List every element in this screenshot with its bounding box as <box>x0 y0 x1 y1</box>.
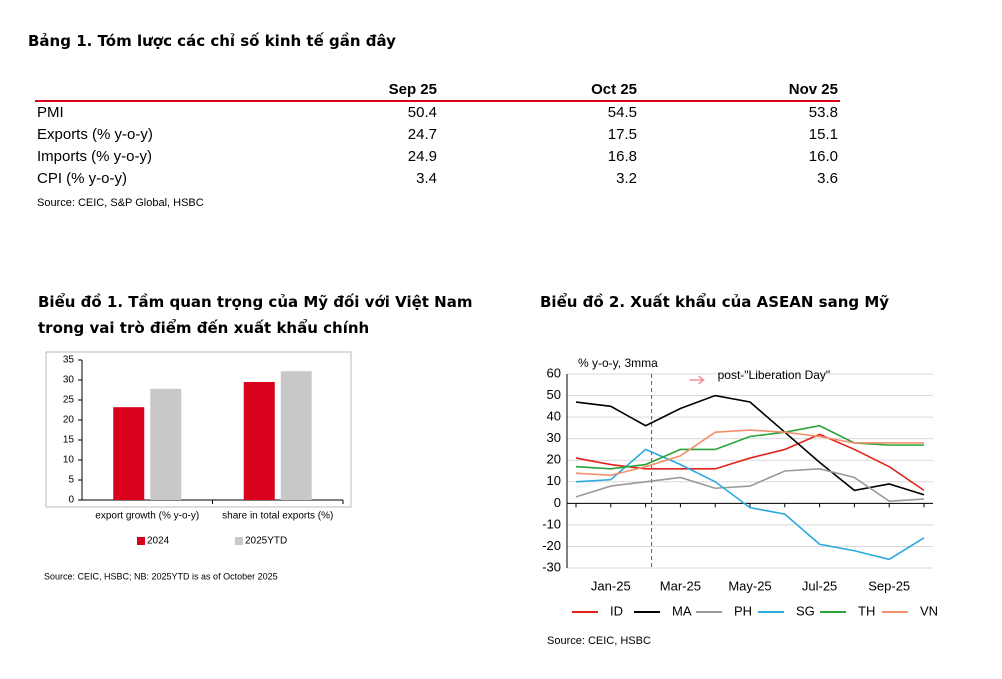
legend-label: MA <box>672 603 692 618</box>
x-tick-label: Sep-25 <box>868 578 910 593</box>
bar <box>150 388 182 500</box>
y-tick-label: 30 <box>63 375 75 386</box>
legend-label: ID <box>610 603 623 618</box>
x-tick-label: Jul-25 <box>802 578 837 593</box>
legend-label: TH <box>858 603 875 618</box>
column-header: Nov 25 <box>789 81 838 98</box>
y-tick-label: -20 <box>542 538 561 553</box>
cell: 15.1 <box>809 126 838 143</box>
y-tick-label: 60 <box>547 365 561 380</box>
x-tick-label: May-25 <box>728 578 771 593</box>
annotation-arrow <box>689 375 705 385</box>
x-tick-label: Mar-25 <box>660 578 701 593</box>
chart-title: Biểu đồ 1. Tầm quan trọng của Mỹ đối với… <box>38 293 473 337</box>
bar <box>280 371 312 500</box>
line <box>575 429 924 477</box>
row-label: CPI (% y-o-y) <box>37 170 127 187</box>
cell: 3.4 <box>416 170 437 187</box>
bar <box>113 407 145 500</box>
y-tick-label: 25 <box>63 395 75 406</box>
y-tick-label: 15 <box>63 435 75 446</box>
y-tick-label: 50 <box>547 387 561 402</box>
x-tick-label: Jan-25 <box>591 578 631 593</box>
cell: 16.8 <box>608 148 637 165</box>
legend-label: SG <box>796 603 815 618</box>
y-tick-label: 20 <box>63 415 75 426</box>
y-tick-label: 10 <box>63 455 75 466</box>
cell: 24.9 <box>408 148 437 165</box>
column-header: Oct 25 <box>591 81 637 98</box>
column-header: Sep 25 <box>389 81 437 98</box>
legend-label: PH <box>734 603 752 618</box>
plot-frame <box>45 351 352 508</box>
cell: 17.5 <box>608 126 637 143</box>
line <box>575 394 925 496</box>
row-label: Imports (% y-o-y) <box>37 148 152 165</box>
cell: 3.6 <box>817 170 838 187</box>
cell: 16.0 <box>809 148 838 165</box>
table-title: Bảng 1. Tóm lược các chỉ số kinh tế gần … <box>28 32 396 50</box>
cell: 54.5 <box>608 104 637 121</box>
legend-label: 2024 <box>147 536 170 547</box>
legend-swatch <box>235 537 243 545</box>
line <box>575 448 925 561</box>
annotation: post-"Liberation Day" <box>718 368 831 382</box>
y-tick-label: 40 <box>547 409 561 424</box>
legend-swatch <box>137 537 145 545</box>
y-tick-label: -10 <box>542 516 561 531</box>
axis-label: % y-o-y, 3mma <box>578 356 658 370</box>
y-tick-label: 30 <box>547 430 561 445</box>
cell: 24.7 <box>408 126 437 143</box>
cell: 3.2 <box>616 170 637 187</box>
line <box>575 468 925 502</box>
legend-label: VN <box>920 603 938 618</box>
y-tick-label: 20 <box>547 452 561 467</box>
row-label: PMI <box>37 104 64 121</box>
y-tick-label: 35 <box>63 355 75 366</box>
y-tick-label: -30 <box>542 559 561 574</box>
cell: 50.4 <box>408 104 437 121</box>
y-tick-label: 0 <box>554 495 561 510</box>
chart-title: Biểu đồ 2. Xuất khẩu của ASEAN sang Mỹ <box>540 293 890 311</box>
y-tick-label: 10 <box>547 473 561 488</box>
line <box>575 424 924 470</box>
y-tick-label: 5 <box>68 475 74 486</box>
legend-label: 2025YTD <box>245 536 287 547</box>
line <box>575 433 925 492</box>
source: Source: CEIC, S&P Global, HSBC <box>37 197 204 209</box>
x-tick-label: share in total exports (%) <box>222 511 333 522</box>
y-tick-label: 0 <box>68 495 74 506</box>
bar <box>243 382 275 500</box>
cell: 53.8 <box>809 104 838 121</box>
source: Source: CEIC, HSBC; NB: 2025YTD is as of… <box>44 571 278 581</box>
source: Source: CEIC, HSBC <box>547 635 651 647</box>
x-tick-label: export growth (% y-o-y) <box>95 511 199 522</box>
row-label: Exports (% y-o-y) <box>37 126 153 143</box>
